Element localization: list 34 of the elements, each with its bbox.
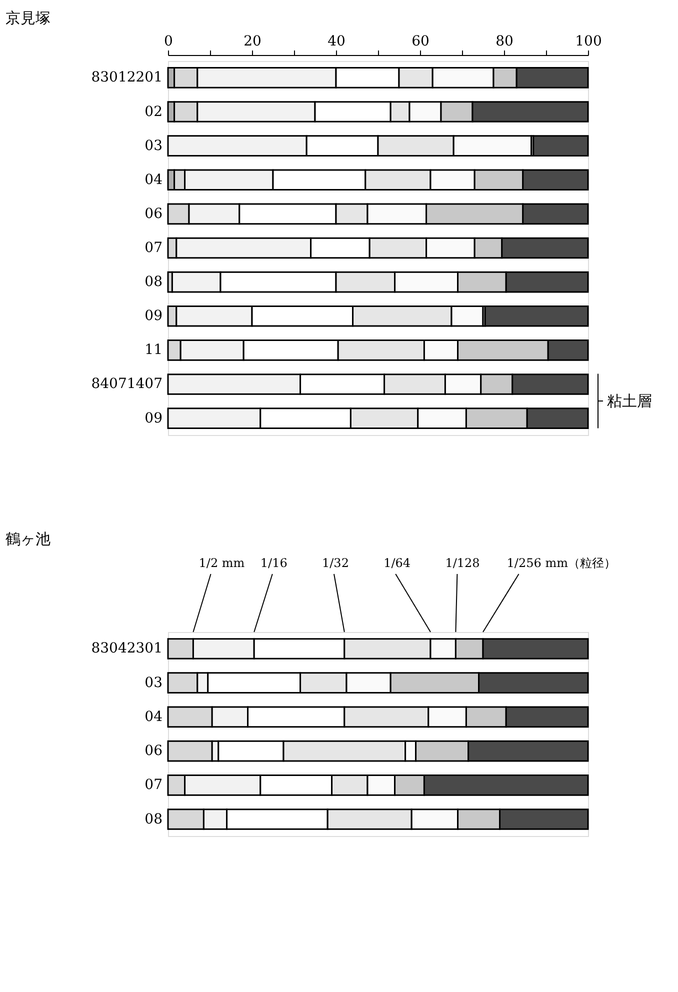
- y-tick-label: 07: [144, 240, 162, 256]
- y-tick-label: 04: [144, 708, 163, 725]
- text: 1/128: [445, 556, 480, 570]
- bar: [484, 305, 589, 327]
- text: 1/64: [384, 556, 411, 570]
- y-tick-label: 08: [144, 811, 162, 828]
- x-tick-label: 0: [164, 34, 173, 50]
- text: 粘土層: [607, 392, 652, 410]
- y-tick-label: 08: [144, 274, 162, 290]
- text: 京見塚: [6, 9, 51, 27]
- text: 1/2 mm: [198, 556, 246, 570]
- x-tick-label: 40: [328, 34, 346, 50]
- text: 1/32: [322, 556, 349, 570]
- x-tick-label: 100: [575, 34, 602, 50]
- y-tick-label: 84071407: [91, 376, 162, 392]
- y-tick-label: 09: [144, 308, 162, 324]
- text: 1/16: [260, 556, 288, 570]
- bar: [532, 135, 589, 156]
- x-tick-label: 60: [412, 34, 430, 50]
- y-tick-label: 06: [144, 206, 163, 222]
- y-tick-label: 07: [144, 777, 162, 794]
- y-tick-label: 11: [144, 342, 162, 358]
- y-tick-label: 04: [144, 172, 163, 188]
- text: 鶴ヶ池: [6, 530, 51, 548]
- y-tick-label: 83012201: [91, 70, 162, 86]
- y-tick-label: 03: [144, 138, 162, 154]
- x-tick-label: 20: [244, 34, 262, 50]
- y-tick-label: 83042301: [91, 640, 162, 657]
- y-tick-label: 06: [144, 743, 163, 760]
- y-tick-label: 09: [144, 410, 162, 426]
- text: 1/256 mm（粒径）: [506, 556, 616, 570]
- y-tick-label: 03: [144, 674, 162, 691]
- x-tick-label: 80: [496, 34, 514, 50]
- y-tick-label: 02: [144, 104, 162, 120]
